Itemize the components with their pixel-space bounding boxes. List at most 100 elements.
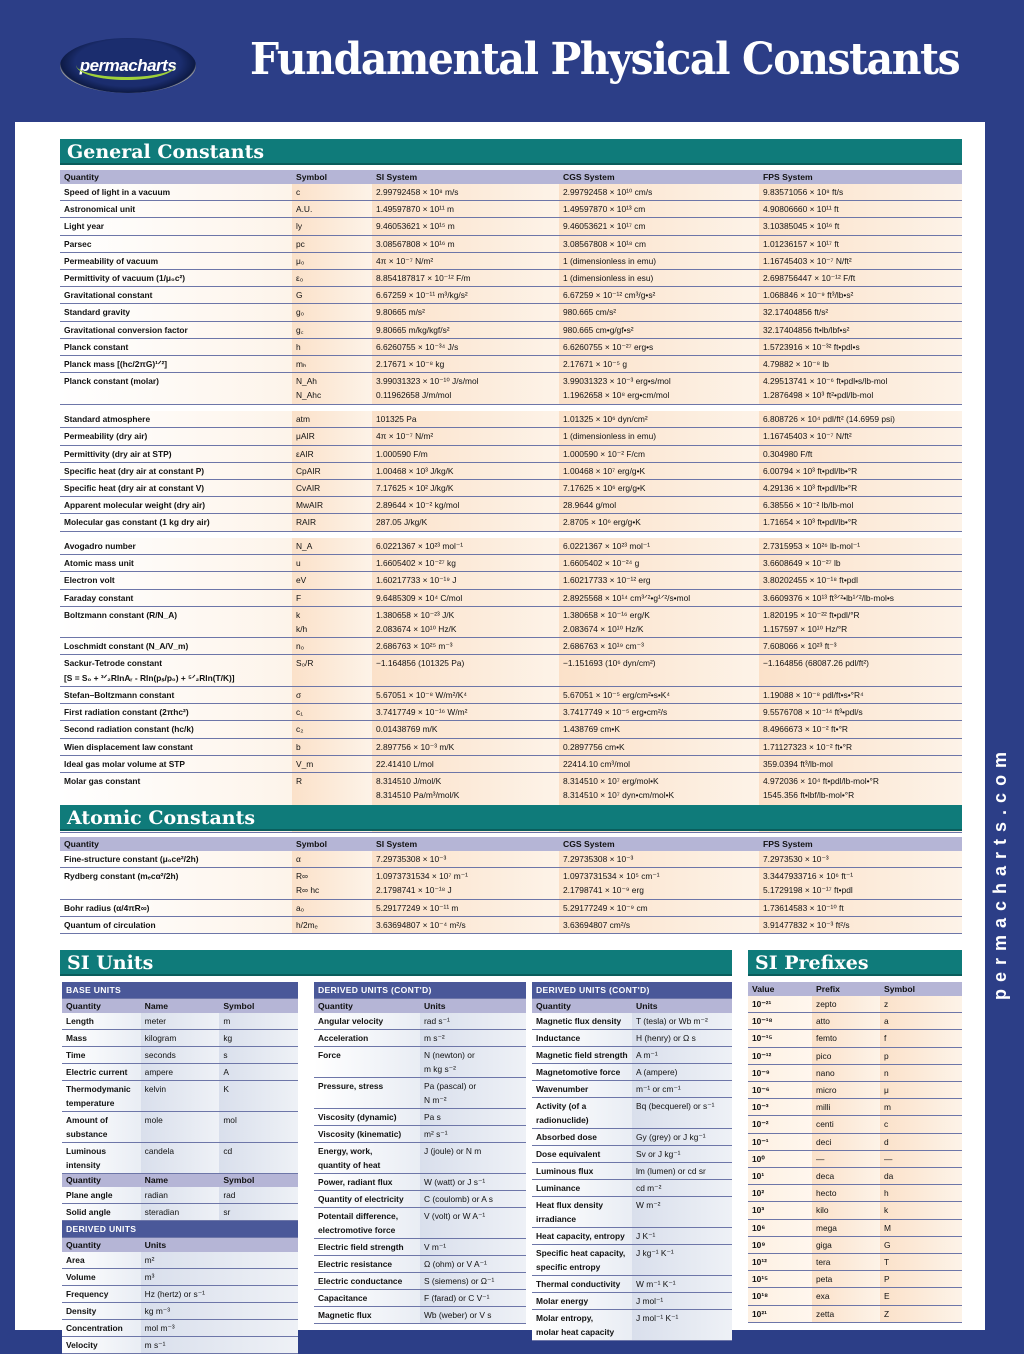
sym-cell: N_Ah N_Ahc [292, 372, 372, 405]
p-cell: femto [812, 1029, 880, 1048]
group-spacer [60, 404, 962, 412]
q-cell: Solid angle [62, 1203, 141, 1221]
table-row: Magnetic field strength A m⁻¹ [532, 1046, 732, 1064]
u-cell: m² [140, 1251, 298, 1269]
spacer [60, 404, 962, 412]
q-cell: Viscosity (dynamic) [314, 1108, 420, 1126]
p-cell: nano [812, 1064, 880, 1083]
q-cell: Planck mass [(hc/2πG)¹ᐟ²] [60, 355, 292, 374]
q-cell: Molar entropy, molar heat capacity [532, 1309, 632, 1341]
v-cell: 10⁻⁹ [748, 1064, 812, 1083]
si-cell: 5.67051 × 10⁻⁸ W/m²/K⁴ [372, 686, 559, 705]
sym-cell: CpAIR [292, 462, 372, 480]
fps-cell: 1.01236157 × 10¹⁷ ft [759, 235, 962, 253]
q-cell: Speed of light in a vacuum [60, 184, 292, 202]
p-cell: peta [812, 1270, 880, 1289]
base-units-table: BASE UNITS Quantity Name Symbol Length meter m… [62, 982, 298, 1354]
u-cell: J (joule) or N m [420, 1142, 526, 1174]
table-row: Heat flux density irradiance W m⁻² [532, 1196, 732, 1228]
v-cell: 10¹² [748, 1253, 812, 1272]
u-cell: F (farad) or C V⁻¹ [420, 1289, 526, 1307]
cgs-cell: 3.08567808 × 10¹⁸ cm [559, 235, 759, 253]
table-row: Absorbed dose Gy (grey) or J kg⁻¹ [532, 1128, 732, 1146]
fps-cell: 3.3447933716 × 10⁶ ft⁻¹ 5.1729198 × 10⁻¹… [759, 867, 962, 900]
table-row: Frequency Hz (hertz) or s⁻¹ [62, 1285, 298, 1303]
u-cell: Hz (hertz) or s⁻¹ [140, 1285, 298, 1303]
s-cell: mol [219, 1111, 298, 1143]
subsection-header-row: DERIVED UNITS (CONT'D) [532, 982, 732, 999]
u-cell: Sv or J kg⁻¹ [632, 1145, 732, 1163]
q-cell: Planck constant (molar) [60, 372, 292, 405]
v-cell: 10⁻²¹ [748, 996, 812, 1014]
s-cell: rad [219, 1187, 298, 1204]
cgs-cell: 1 (dimensionless in esu) [559, 269, 759, 288]
s-cell: z [880, 996, 962, 1014]
si-cell: 287.05 J/kg/K [372, 513, 559, 532]
fps-cell: 4.90806660 × 10¹¹ ft [759, 200, 962, 219]
u-cell: W m⁻² [632, 1196, 732, 1228]
cgs-cell: 22414.10 cm³/mol [559, 755, 759, 773]
sym-cell: n₀ [292, 637, 372, 656]
v-cell: 10²¹ [748, 1305, 812, 1323]
u-cell: A m⁻¹ [632, 1046, 732, 1064]
si-cell: 3.08567808 × 10¹⁶ m [372, 235, 559, 253]
q-cell: Apparent molecular weight (dry air) [60, 496, 292, 515]
subsection-label: BASE UNITS [62, 982, 298, 999]
u-cell: lm (lumen) or cd sr [632, 1162, 732, 1180]
v-cell: 10² [748, 1184, 812, 1203]
sym-cell: MwAIR [292, 496, 372, 515]
s-cell: E [880, 1287, 962, 1306]
si-cell: 1.49597870 × 10¹¹ m [372, 200, 559, 219]
cgs-cell: 1 (dimensionless in emu) [559, 427, 759, 446]
table-row: Astronomical unit A.U. 1.49597870 × 10¹¹ m… [60, 200, 962, 219]
q-cell: Area [62, 1251, 141, 1269]
column-header: Units [140, 1237, 298, 1252]
u-cell: C (coulomb) or A s [420, 1190, 526, 1208]
table-row: 10⁻¹ deci d [748, 1133, 962, 1151]
column-header-row: Quantity Name Symbol [62, 1173, 298, 1187]
q-cell: Velocity [62, 1336, 141, 1354]
fps-cell: 1.16745403 × 10⁻⁷ N/ft² [759, 427, 962, 446]
table-row: Pressure, stress Pa (pascal) or N m⁻² [314, 1077, 526, 1109]
u-cell: Pa (pascal) or N m⁻² [420, 1077, 526, 1109]
u-cell: kg m⁻³ [140, 1302, 298, 1320]
cgs-cell: 9.46053621 × 10¹⁷ cm [559, 217, 759, 236]
n-cell: radian [140, 1187, 220, 1204]
q-cell: Stefan–Boltzmann constant [60, 686, 292, 705]
q-cell: Density [62, 1302, 141, 1320]
table-row: 10⁹ giga G [748, 1236, 962, 1255]
subsection-label: DERIVED UNITS [62, 1220, 298, 1238]
q-cell: Wavenumber [532, 1080, 632, 1098]
table-row: Standard atmosphere atm 101325 Pa 1.01325 ×… [60, 411, 962, 429]
q-cell: Electric current [62, 1063, 141, 1081]
s-cell: da [880, 1167, 962, 1186]
q-cell: Amount of substance [62, 1111, 141, 1143]
u-cell: m³ [140, 1268, 298, 1286]
fps-cell: 3.91477832 × 10⁻³ ft²/s [759, 916, 962, 935]
v-cell: 10⁻¹ [748, 1133, 812, 1151]
u-cell: V m⁻¹ [420, 1238, 526, 1256]
sym-cell: V_m [292, 755, 372, 773]
u-cell: S (siemens) or Ω⁻¹ [420, 1272, 526, 1290]
cgs-cell: 980.665 cm/s² [559, 303, 759, 322]
u-cell: Bq (becquerel) or s⁻¹ [632, 1097, 732, 1129]
q-cell: Specific heat (dry air at constant P) [60, 462, 292, 480]
s-cell: — [880, 1150, 962, 1169]
fps-cell: 7.608066 × 10²³ ft⁻³ [759, 637, 962, 656]
p-cell: atto [812, 1012, 880, 1031]
q-cell: Permeability of vacuum [60, 252, 292, 271]
table-row: Energy, work, quantity of heat J (joule) … [314, 1142, 526, 1174]
fps-cell: 6.808726 × 10⁴ pdl/ft² (14.6959 psi) [759, 411, 962, 429]
u-cell: A (ampere) [632, 1063, 732, 1081]
u-cell: m s⁻¹ [140, 1336, 298, 1354]
table-row: 10³ kilo k [748, 1201, 962, 1220]
s-cell: A [219, 1063, 298, 1081]
u-cell: Wb (weber) or V s [420, 1306, 526, 1324]
v-cell: 10⁻¹⁵ [748, 1029, 812, 1048]
permacharts-logo: permacharts [60, 38, 196, 93]
si-cell: 9.6485309 × 10⁴ C/mol [372, 589, 559, 607]
q-cell: Viscosity (kinematic) [314, 1125, 420, 1143]
sym-cell: c [292, 184, 372, 202]
cgs-cell: 1.60217733 × 10⁻¹² erg [559, 571, 759, 590]
v-cell: 10⁶ [748, 1219, 812, 1237]
